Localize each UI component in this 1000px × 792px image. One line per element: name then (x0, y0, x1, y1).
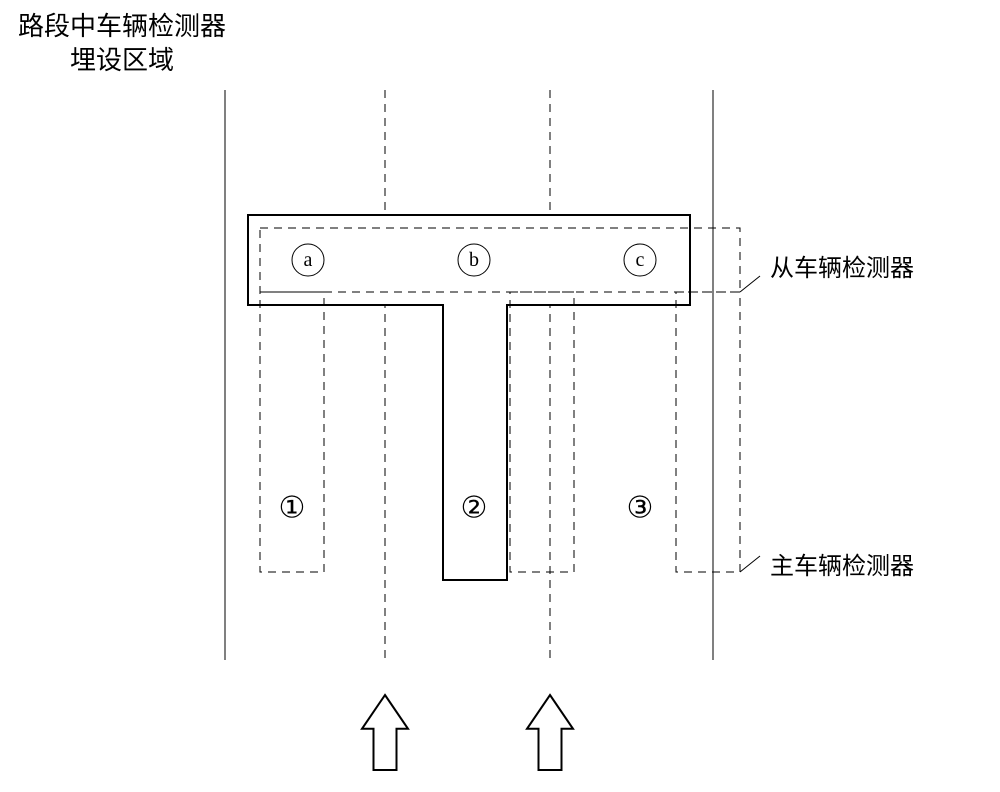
diagram-svg: a b c ① ② ③ (0, 0, 1000, 792)
direction-arrow-1 (362, 695, 408, 770)
main-detector-region-2 (510, 292, 574, 572)
node-number-1: ① (279, 492, 306, 525)
main-leader-line (740, 556, 760, 572)
node-label-a: a (304, 249, 313, 271)
slave-leader-line (740, 276, 760, 292)
main-detector-region-1 (260, 292, 324, 572)
direction-arrow-2 (527, 695, 573, 770)
node-number-3: ③ (627, 492, 654, 525)
node-number-2: ② (461, 492, 488, 525)
node-label-b: b (469, 249, 479, 271)
diagram-canvas: 路段中车辆检测器 埋设区域 从车辆检测器 主车辆检测器 abc①②③ (0, 0, 1000, 792)
main-detector-region-3 (676, 292, 740, 572)
node-label-c: c (636, 249, 645, 271)
